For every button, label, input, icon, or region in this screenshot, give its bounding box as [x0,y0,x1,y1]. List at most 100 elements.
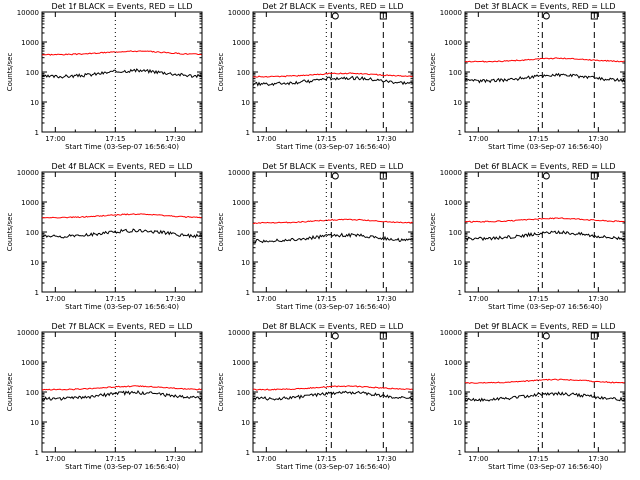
panel-title: Det 2f BLACK = Events, RED = LLD [262,2,403,11]
series-events [252,75,413,87]
square-marker [590,12,598,20]
x-tick-label: 17:30 [165,135,185,143]
plot-frame [464,171,626,293]
x-tick-label: 17:15 [105,295,125,303]
circle-marker [331,332,339,340]
y-tick-label: 1000 [232,199,250,207]
plot-frame [464,11,626,133]
square-marker [590,332,598,340]
x-tick-label: 17:00 [45,295,65,303]
y-tick-label: 1000 [21,199,39,207]
y-tick-label: 10000 [228,169,250,177]
series-lld [41,50,202,56]
series-events [464,230,625,242]
y-tick-label: 10000 [228,329,250,337]
y-tick-label: 10 [241,419,250,427]
y-tick-label: 100 [26,69,39,77]
x-axis-label: Start Time (03-Sep-07 16:56:40) [276,143,390,151]
y-tick-label: 1 [458,289,462,297]
x-tick-label: 17:30 [588,455,608,463]
series-events [41,228,202,239]
circle-marker [542,172,550,180]
series-lld [252,72,413,78]
panel-title: Det 6f BLACK = Events, RED = LLD [474,162,615,171]
y-tick-label: 10000 [17,9,39,17]
y-axis-label: Counts/sec [217,53,225,92]
y-axis-label: Counts/sec [6,373,14,412]
panel-5: Det 5f BLACK = Events, RED = LLD 1 10 100 10… [217,162,598,311]
y-tick-label: 10000 [228,9,250,17]
x-tick-label: 17:15 [528,295,548,303]
y-tick-label: 10000 [17,329,39,337]
panel-title: Det 9f BLACK = Events, RED = LLD [474,322,615,331]
series-lld [464,217,625,223]
x-tick-label: 17:30 [588,135,608,143]
series-lld [464,57,625,63]
y-tick-label: 10 [241,259,250,267]
series-events [464,72,626,84]
y-tick-label: 1000 [232,39,250,47]
circle-marker [331,12,339,20]
x-tick-label: 17:15 [316,295,336,303]
plot-frame [252,171,414,293]
y-tick-label: 10000 [440,329,462,337]
y-tick-label: 100 [237,229,250,237]
y-axis-label: Counts/sec [217,373,225,412]
panel-title: Det 4f BLACK = Events, RED = LLD [51,162,192,171]
y-axis-label: Counts/sec [6,53,14,92]
x-axis-label: Start Time (03-Sep-07 16:56:40) [488,303,602,311]
series-lld [41,213,202,219]
y-tick-label: 1000 [232,359,250,367]
y-tick-label: 10 [453,259,462,267]
panel-4: Det 4f BLACK = Events, RED = LLD 1 10 100 10… [6,162,387,311]
x-tick-label: 17:15 [528,455,548,463]
x-tick-label: 17:00 [45,135,65,143]
y-tick-label: 1 [35,289,39,297]
y-tick-label: 1000 [21,359,39,367]
y-axis-label: Counts/sec [429,213,437,252]
y-tick-label: 100 [26,229,39,237]
circle-marker [542,12,550,20]
y-tick-label: 10 [241,99,250,107]
panel-title: Det 7f BLACK = Events, RED = LLD [51,322,192,331]
circle-marker [542,332,550,340]
y-tick-label: 10 [453,419,462,427]
x-axis-label: Start Time (03-Sep-07 16:56:40) [488,463,602,471]
square-marker [590,172,598,180]
y-tick-label: 1 [35,129,39,137]
panel-7: Det 7f BLACK = Events, RED = LLD 1 10 100 10… [6,322,387,471]
panel-title: Det 1f BLACK = Events, RED = LLD [51,2,192,11]
series-events [253,232,413,244]
y-tick-label: 10 [30,259,39,267]
panel-title: Det 5f BLACK = Events, RED = LLD [262,162,403,171]
panel-3: Det 3f BLACK = Events, RED = LLD 1 10 100 10… [429,2,626,151]
y-tick-label: 1000 [444,199,462,207]
series-events [41,390,203,401]
x-tick-label: 17:00 [256,135,276,143]
x-tick-label: 17:30 [588,295,608,303]
series-lld [464,378,625,384]
y-tick-label: 10000 [440,9,462,17]
x-tick-label: 17:00 [468,455,488,463]
x-axis-label: Start Time (03-Sep-07 16:56:40) [65,463,179,471]
x-tick-label: 17:15 [316,455,336,463]
y-tick-label: 10000 [17,169,39,177]
series-lld [41,385,202,391]
x-tick-label: 17:00 [45,455,65,463]
y-tick-label: 10000 [440,169,462,177]
x-axis-label: Start Time (03-Sep-07 16:56:40) [276,303,390,311]
plot-frame [252,11,414,133]
series-events [464,391,625,403]
y-tick-label: 1000 [21,39,39,47]
y-axis-label: Counts/sec [217,213,225,252]
panel-2: Det 2f BLACK = Events, RED = LLD 1 10 100 10… [217,2,598,151]
panel-9: Det 9f BLACK = Events, RED = LLD 1 10 100 10… [429,322,626,471]
x-tick-label: 17:30 [165,295,185,303]
x-tick-label: 17:30 [376,455,396,463]
panel-title: Det 3f BLACK = Events, RED = LLD [474,2,615,11]
x-tick-label: 17:00 [468,295,488,303]
y-tick-label: 10 [30,419,39,427]
plot-frame [464,331,626,453]
y-tick-label: 100 [26,389,39,397]
